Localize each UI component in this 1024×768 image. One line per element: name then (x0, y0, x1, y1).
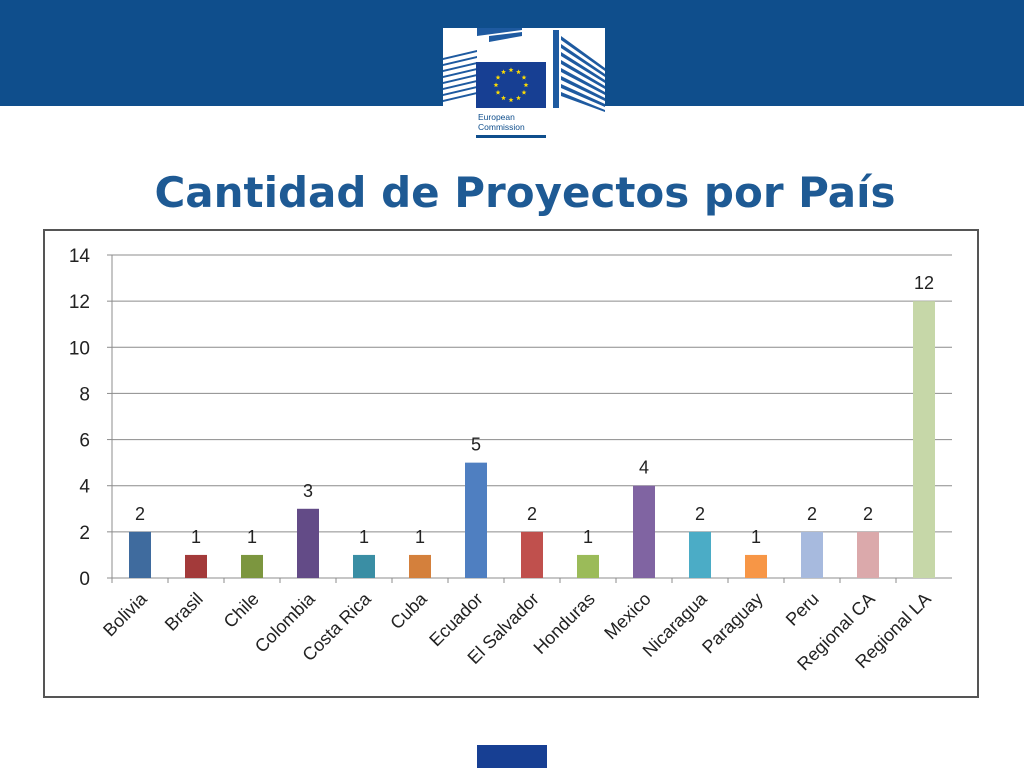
data-label: 1 (751, 527, 761, 547)
flag-star (508, 97, 514, 103)
bar-cuba (409, 554, 431, 578)
data-label: 2 (695, 504, 705, 524)
bar-honduras (577, 554, 599, 578)
y-tick-label: 6 (79, 431, 90, 452)
logo-text: European Commission (478, 112, 525, 132)
data-label: 3 (303, 481, 313, 501)
bar-nicaragua (689, 531, 711, 578)
bar-paraguay (745, 554, 767, 578)
data-label: 1 (191, 527, 201, 547)
flag-star (493, 82, 499, 88)
logo-line-2: Commission (478, 122, 525, 132)
flag-star (501, 95, 506, 101)
data-label: 1 (247, 527, 257, 547)
data-label: 12 (914, 273, 934, 293)
flag-star (495, 74, 501, 80)
slide-title: Cantidad de Proyectos por País (154, 168, 896, 217)
data-label: 2 (527, 504, 537, 524)
x-tick-label: Chile (220, 589, 263, 632)
bar-chile (241, 554, 263, 578)
y-tick-label: 14 (69, 246, 91, 267)
bars (129, 301, 935, 578)
x-tick-label: Mexico (600, 589, 654, 643)
bar-regional-la (913, 301, 935, 578)
y-tick-label: 4 (79, 477, 90, 498)
flag-star (521, 89, 527, 95)
data-label: 2 (807, 504, 817, 524)
flag-star (521, 74, 527, 80)
flag-star (516, 69, 521, 75)
flag-star (501, 69, 506, 75)
y-tick-label: 8 (79, 384, 90, 405)
y-tick-label: 0 (79, 569, 90, 590)
bar-mexico (633, 485, 655, 578)
y-tick-label: 10 (69, 338, 90, 359)
x-tick-label: Brasil (161, 589, 207, 635)
chart-frame: 0 2 4 6 8 10 12 14 2 1 1 3 1 1 5 2 1 4 2 1 2 2 12 Bolivia Bras… (43, 229, 979, 698)
x-tick-label: Honduras (529, 589, 598, 658)
flag-star (516, 95, 521, 101)
data-label: 1 (415, 527, 425, 547)
european-commission-logo: European Commission (443, 28, 605, 140)
data-label: 1 (359, 527, 369, 547)
x-tick-label: Cuba (386, 588, 431, 633)
x-tick-label: Peru (782, 589, 823, 630)
flag-star (495, 89, 501, 95)
bar-regional-ca (857, 531, 879, 578)
flag-star (508, 67, 514, 73)
footer-flag-icon (477, 745, 547, 768)
eu-flag-icon (443, 28, 605, 112)
bar-el-salvador (521, 531, 543, 578)
data-label: 2 (863, 504, 873, 524)
bar-costa-rica (353, 554, 375, 578)
data-label: 1 (583, 527, 593, 547)
x-tick-label: Bolivia (99, 588, 151, 640)
grid-lines (112, 254, 952, 533)
flag-star (523, 82, 529, 88)
logo-underline (476, 135, 546, 138)
x-tick-label: Paraguay (698, 589, 767, 658)
bar-bolivia (129, 531, 151, 578)
y-tick-labels: 0 2 4 6 8 10 12 14 (69, 246, 91, 590)
bar-ecuador (465, 462, 487, 578)
data-label: 4 (639, 458, 649, 478)
y-tick-label: 12 (69, 292, 90, 313)
data-label: 5 (471, 435, 481, 455)
y-tick-label: 2 (79, 523, 90, 544)
data-label: 2 (135, 504, 145, 524)
bar-colombia (297, 508, 319, 578)
bar-brasil (185, 554, 207, 578)
bar-peru (801, 531, 823, 578)
logo-line-1: European (478, 112, 515, 122)
